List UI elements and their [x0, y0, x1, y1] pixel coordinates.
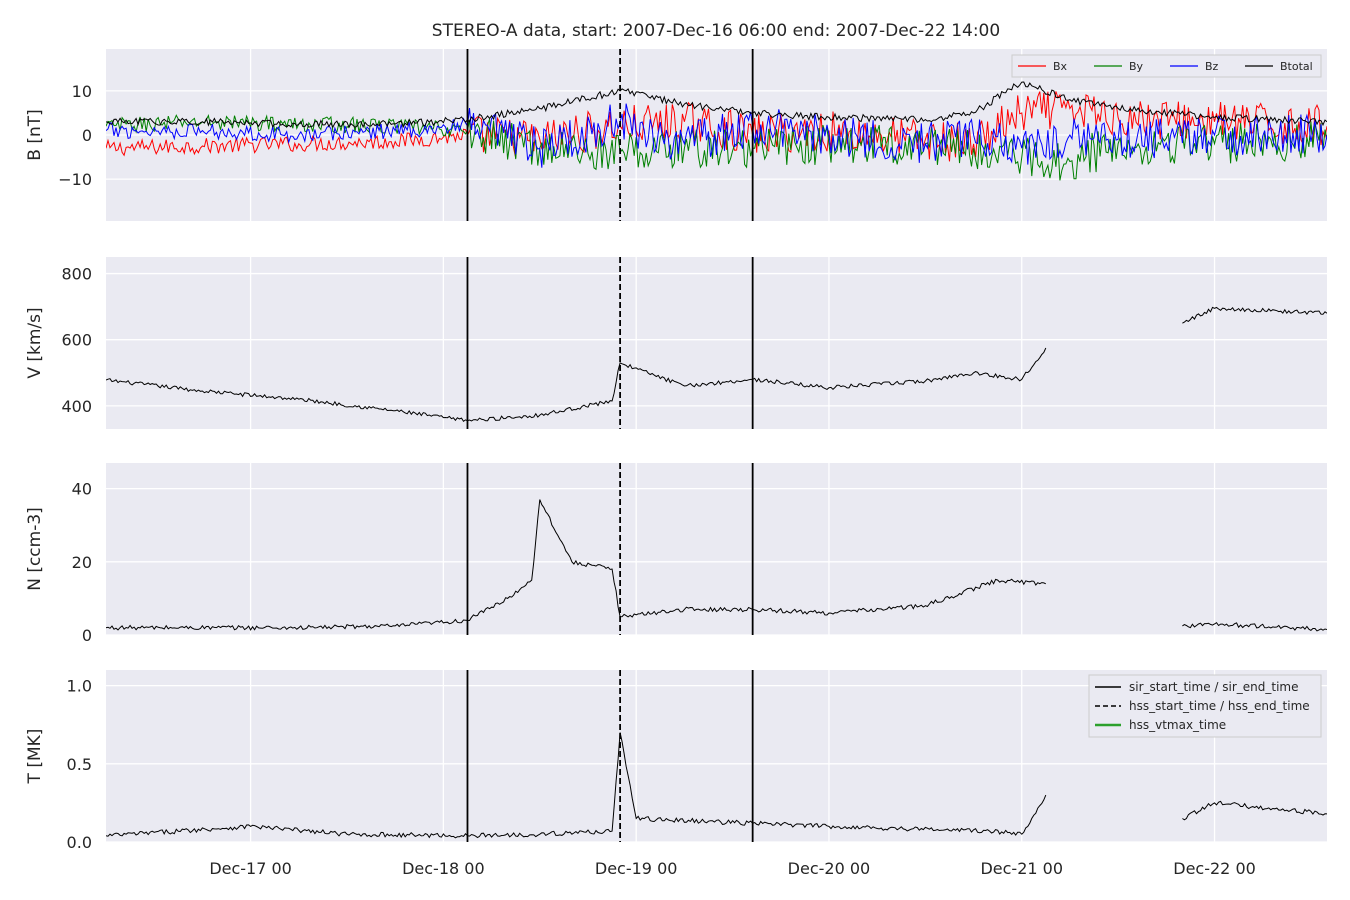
- legend-label-sir: sir_start_time / sir_end_time: [1129, 680, 1299, 694]
- y-tick-label: 0.0: [67, 833, 92, 852]
- legend-label-bz: Bz: [1205, 60, 1219, 73]
- series-line: [106, 103, 1327, 168]
- legend-label-by: By: [1129, 60, 1144, 73]
- magnetic-field-panel: −10 0 10 B [nT]: [25, 49, 1327, 221]
- series-line: [106, 81, 1327, 129]
- legend-label-btotal: Btotal: [1280, 60, 1313, 73]
- y-tick-label: 600: [61, 331, 92, 350]
- event-times-legend: sir_start_time / sir_end_time hss_start_…: [1088, 674, 1322, 738]
- legend-box: [1088, 674, 1322, 738]
- y-tick-label: 20: [72, 553, 92, 572]
- chart-title: STEREO-A data, start: 2007-Dec-16 06:00 …: [432, 21, 1000, 41]
- y-tick-label: 1.0: [67, 677, 92, 696]
- speed-panel: 400 600 800 V [km/s]: [25, 257, 1327, 429]
- x-tick-label: Dec-21 00: [980, 859, 1063, 878]
- x-tick-label: Dec-18 00: [402, 859, 485, 878]
- y-axis-label: T [MK]: [25, 729, 45, 785]
- series-line: [106, 113, 1327, 181]
- x-tick-label: Dec-19 00: [595, 859, 678, 878]
- y-tick-label: 40: [72, 480, 92, 499]
- y-tick-label: 0.5: [67, 755, 92, 774]
- legend-label-vtmax: hss_vtmax_time: [1129, 718, 1226, 732]
- y-tick-label: 0: [82, 626, 92, 645]
- legend-label-hss: hss_start_time / hss_end_time: [1129, 699, 1310, 713]
- x-tick-label: Dec-20 00: [788, 859, 871, 878]
- y-tick-label: 0: [82, 126, 92, 145]
- series-line: [106, 499, 1327, 632]
- y-axis-label: B [nT]: [25, 109, 45, 161]
- field-components-legend: Bx By Bz Btotal: [1011, 54, 1322, 78]
- y-tick-label: 400: [61, 397, 92, 416]
- y-tick-label: 800: [61, 265, 92, 284]
- legend-box: [1011, 54, 1322, 78]
- legend-label-bx: Bx: [1053, 60, 1068, 73]
- panel-background: [106, 257, 1327, 429]
- y-axis-label: V [km/s]: [25, 307, 45, 378]
- y-axis-label: N [ccm-3]: [25, 507, 45, 591]
- series-line: [106, 732, 1327, 839]
- panel-background: [106, 463, 1327, 635]
- y-tick-label: 10: [72, 82, 92, 101]
- x-tick-label: Dec-22 00: [1173, 859, 1256, 878]
- y-tick-label: −10: [58, 170, 92, 189]
- series-line: [106, 306, 1327, 423]
- x-tick-label: Dec-17 00: [209, 859, 292, 878]
- density-panel: 0 20 40 N [ccm-3]: [25, 463, 1327, 645]
